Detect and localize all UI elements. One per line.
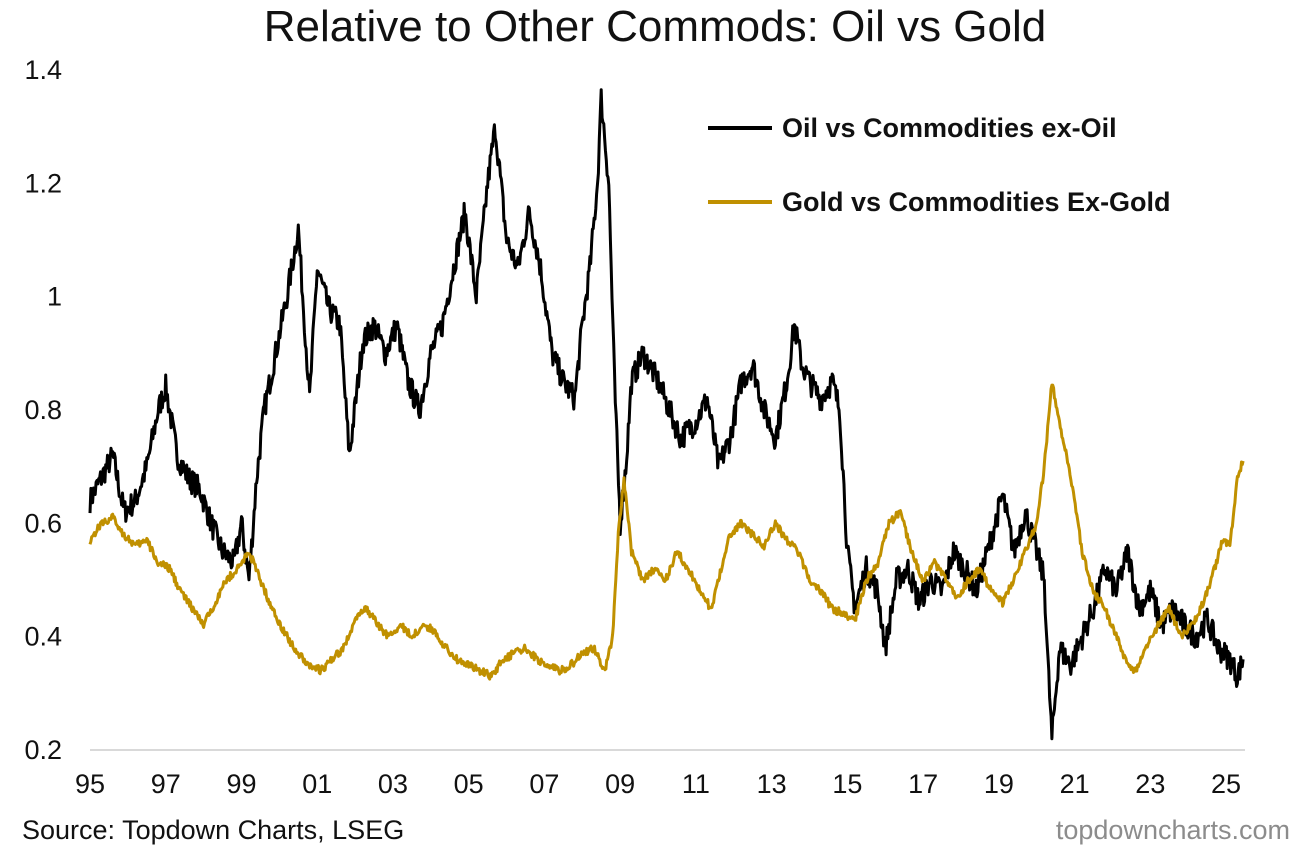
x-tick-label: 15: [832, 769, 862, 799]
x-tick-label: 03: [378, 769, 408, 799]
x-tick-label: 01: [302, 769, 332, 799]
legend-label-gold: Gold vs Commodities Ex-Gold: [782, 187, 1171, 217]
series-layer: [88, 88, 1245, 741]
legend-label-oil: Oil vs Commodities ex-Oil: [782, 113, 1117, 143]
x-tick-label: 11: [682, 769, 710, 799]
series-line-gold: [88, 383, 1245, 681]
x-tick-label: 23: [1135, 769, 1165, 799]
x-tick-label: 19: [984, 769, 1014, 799]
y-tick-label: 0.6: [24, 508, 62, 538]
x-tick-label: 95: [75, 769, 105, 799]
y-tick-label: 1.4: [24, 55, 62, 85]
x-tick-label: 05: [454, 769, 484, 799]
source-note: Source: Topdown Charts, LSEG: [22, 815, 405, 845]
y-tick-label: 0.8: [24, 395, 62, 425]
y-tick-label: 0.4: [24, 622, 62, 652]
legend: Oil vs Commodities ex-Oil Gold vs Commod…: [708, 113, 1171, 217]
y-tick-label: 1: [47, 282, 62, 312]
x-axis-ticks: 95 97 99 01 03 05 07 09 11 13 15 17 19 21 23 25: [75, 769, 1241, 799]
y-tick-label: 0.2: [24, 735, 62, 765]
y-tick-label: 1.2: [24, 168, 62, 198]
brand-watermark: topdowncharts.com: [1055, 815, 1290, 845]
x-tick-label: 07: [529, 769, 559, 799]
x-tick-label: 25: [1211, 769, 1241, 799]
x-tick-label: 97: [151, 769, 181, 799]
x-tick-label: 21: [1060, 769, 1090, 799]
chart-plot: 0.2 0.4 0.6 0.8 1 1.2 1.4 95 97 99 01 03 05 07 09 11 13…: [24, 55, 1245, 799]
x-tick-label: 99: [226, 769, 256, 799]
y-axis-ticks: 0.2 0.4 0.6 0.8 1 1.2 1.4: [24, 55, 62, 765]
chart-title: Relative to Other Commods: Oil vs Gold: [263, 2, 1047, 51]
x-tick-label: 09: [605, 769, 635, 799]
x-tick-label: 13: [757, 769, 787, 799]
x-tick-label: 17: [908, 769, 938, 799]
series-line-oil: [88, 88, 1245, 741]
